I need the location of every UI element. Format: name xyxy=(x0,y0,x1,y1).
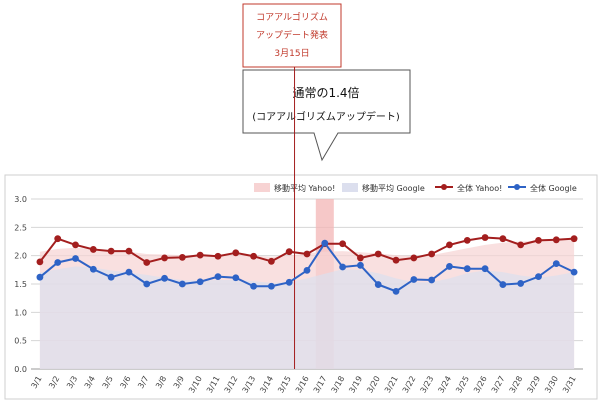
event-annotation-line-3: 3月15日 xyxy=(274,48,309,59)
data-point xyxy=(570,268,578,276)
data-point xyxy=(357,261,364,269)
data-point xyxy=(196,251,204,259)
data-point xyxy=(54,259,62,266)
area-series xyxy=(39,266,575,369)
data-point xyxy=(285,278,293,286)
data-point xyxy=(570,235,578,243)
data-point xyxy=(374,250,382,258)
y-tick-label: 1.5 xyxy=(14,280,27,289)
data-point xyxy=(107,273,115,281)
data-point xyxy=(446,263,453,270)
y-tick-label: 0.0 xyxy=(14,365,27,374)
data-point xyxy=(267,257,275,265)
data-point xyxy=(161,274,168,282)
data-point xyxy=(357,254,364,262)
data-point xyxy=(392,256,400,264)
data-point xyxy=(552,236,560,244)
data-point xyxy=(535,236,542,244)
data-point xyxy=(428,276,436,284)
data-point xyxy=(517,241,525,249)
data-point xyxy=(178,280,186,288)
data-point xyxy=(89,246,97,253)
data-point xyxy=(214,252,222,260)
y-tick-label: 2.0 xyxy=(14,252,27,261)
data-point xyxy=(72,241,79,249)
data-point xyxy=(410,276,418,283)
data-point xyxy=(303,250,311,258)
data-point xyxy=(267,282,275,290)
data-point xyxy=(517,280,525,287)
data-point xyxy=(232,249,240,257)
data-point xyxy=(125,268,133,276)
callout-bubble xyxy=(242,69,411,162)
data-point xyxy=(499,235,507,243)
callout-sub-text: (コアアルゴリズムアップデート) xyxy=(252,110,400,123)
data-point xyxy=(339,263,347,271)
data-point xyxy=(374,281,382,288)
legend-swatch-ma-yahoo xyxy=(254,183,270,192)
data-point xyxy=(161,254,168,262)
data-point xyxy=(303,267,311,274)
y-tick-label: 1.0 xyxy=(14,308,27,317)
event-annotation-line-1: コアアルゴリズム xyxy=(256,11,328,23)
data-point xyxy=(410,254,418,262)
data-point xyxy=(392,287,400,295)
data-point xyxy=(178,253,186,261)
data-point xyxy=(72,255,79,262)
data-point xyxy=(463,236,471,244)
data-point xyxy=(107,247,115,255)
data-point xyxy=(250,252,257,260)
data-point xyxy=(54,235,62,243)
data-point xyxy=(285,248,293,256)
data-point xyxy=(535,273,542,281)
legend-swatch-ma-google xyxy=(342,183,358,192)
y-tick-label: 0.5 xyxy=(14,337,27,346)
legend-label-ma-yahoo: 移動平均 Yahoo! xyxy=(274,183,335,193)
legend-label-ma-google: 移動平均 Google xyxy=(362,183,425,193)
y-tick-label: 2.5 xyxy=(14,223,27,232)
data-point xyxy=(499,281,507,288)
callout-main-text: 通常の1.4倍 xyxy=(292,85,359,100)
data-point xyxy=(36,273,44,281)
y-tick-label: 3.0 xyxy=(14,195,27,204)
legend-label-total-google: 全体 Google xyxy=(530,183,577,193)
data-point xyxy=(339,240,347,248)
data-point xyxy=(446,241,453,249)
legend-swatch-total-google-marker xyxy=(514,184,520,190)
data-point xyxy=(143,280,151,288)
legend-swatch-total-yahoo-marker xyxy=(441,184,447,190)
data-point xyxy=(428,250,436,258)
event-annotation-box xyxy=(242,3,342,68)
data-point xyxy=(232,274,240,282)
data-point xyxy=(214,273,222,281)
legend-label-total-yahoo: 全体 Yahoo! xyxy=(457,183,502,193)
data-point xyxy=(143,259,151,266)
legend: 移動平均 Yahoo! 移動平均 Google 全体 Yahoo! 全体 Goo… xyxy=(254,183,577,193)
data-point xyxy=(250,282,257,290)
event-annotation-line-2: アップデート発表 xyxy=(256,29,328,41)
data-point xyxy=(321,239,329,247)
data-point xyxy=(481,234,489,241)
data-point xyxy=(552,260,560,267)
data-point xyxy=(36,258,44,266)
data-point xyxy=(125,247,133,255)
data-point xyxy=(89,265,97,273)
data-point xyxy=(481,265,489,273)
data-point xyxy=(196,278,204,286)
data-point xyxy=(463,265,471,273)
